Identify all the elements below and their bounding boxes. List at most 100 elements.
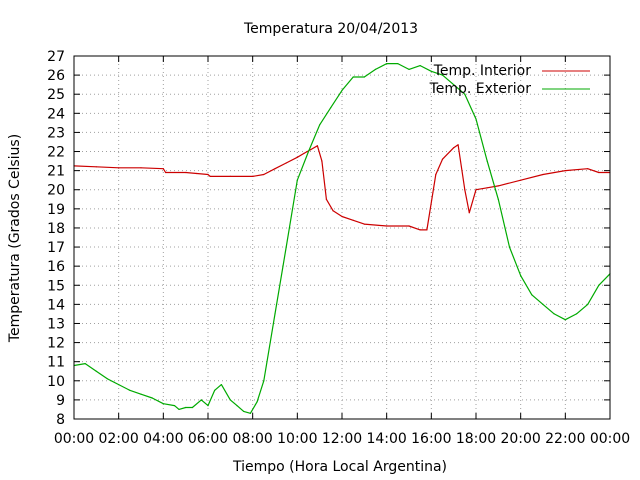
data-point-interior	[363, 223, 365, 225]
y-tick-label: 11	[47, 355, 65, 371]
data-point-interior	[441, 158, 444, 160]
data-point-interior	[118, 167, 120, 169]
data-point-exterior	[151, 397, 153, 399]
data-point-interior	[207, 173, 209, 176]
data-point-interior	[352, 219, 354, 221]
data-point-interior	[468, 212, 470, 214]
y-tick-label: 22	[47, 145, 65, 161]
data-point-exterior	[374, 68, 377, 70]
data-point-exterior	[408, 68, 410, 70]
data-point-exterior	[386, 63, 388, 65]
data-point-exterior	[191, 406, 193, 409]
data-point-interior	[325, 198, 327, 200]
data-point-exterior	[553, 313, 555, 315]
data-point-interior	[419, 229, 421, 231]
chart-title: Temperatura 20/04/2013	[243, 21, 418, 37]
x-axis-label: Tiempo (Hora Local Argentina)	[232, 459, 447, 475]
legend-label-interior: Temp. Interior	[433, 63, 532, 79]
data-point-exterior	[587, 303, 589, 305]
data-point-interior	[316, 145, 318, 147]
series-group	[73, 62, 611, 414]
y-tick-label: 26	[47, 68, 65, 84]
data-point-exterior	[307, 150, 310, 153]
y-tick-label: 10	[47, 374, 65, 390]
data-point-interior	[229, 175, 231, 177]
data-point-interior	[95, 166, 97, 168]
series-line-interior	[73, 144, 610, 231]
y-tick-label: 8	[56, 412, 65, 428]
data-point-interior	[564, 170, 566, 172]
data-point-exterior	[178, 408, 180, 410]
y-tick-label: 23	[47, 125, 65, 141]
data-point-interior	[140, 167, 142, 169]
data-point-interior	[209, 175, 211, 177]
data-point-exterior	[341, 89, 343, 91]
data-point-exterior	[249, 412, 251, 414]
y-tick-label: 15	[47, 278, 65, 294]
data-point-exterior	[106, 378, 109, 380]
data-point-interior	[386, 225, 388, 227]
x-tick-label: 20:00	[500, 431, 540, 447]
y-tick-label: 19	[47, 202, 65, 218]
y-tick-label: 27	[47, 49, 65, 65]
data-point-exterior	[542, 303, 544, 305]
data-point-exterior	[229, 399, 231, 401]
data-point-interior	[165, 171, 167, 174]
data-point-interior	[296, 156, 298, 158]
x-tick-label: 02:00	[98, 431, 138, 447]
data-point-exterior	[84, 363, 86, 365]
data-point-exterior	[419, 65, 421, 67]
data-point-interior	[185, 171, 187, 174]
data-point-exterior	[274, 313, 276, 315]
y-tick-label: 21	[47, 164, 65, 180]
y-axis-ticks: 8 9 10 11 12 13 14 15 16 17 18 19 20 21 22 23 24 25 26 27	[47, 49, 610, 428]
data-point-exterior	[296, 179, 298, 181]
x-tick-label: 16:00	[411, 431, 451, 447]
data-point-exterior	[285, 246, 287, 248]
data-point-exterior	[352, 76, 354, 78]
data-point-exterior	[263, 380, 265, 382]
data-point-interior	[598, 171, 600, 174]
x-tick-label: 08:00	[232, 431, 272, 447]
data-point-interior	[486, 187, 488, 189]
data-point-interior	[497, 185, 499, 187]
y-axis-label: Temperatura (Grados Celsius)	[7, 134, 23, 343]
x-tick-label: 04:00	[143, 431, 183, 447]
x-tick-label: 00:00	[590, 431, 630, 447]
data-point-exterior	[243, 410, 245, 412]
y-tick-label: 25	[47, 87, 65, 103]
x-tick-label: 06:00	[188, 431, 228, 447]
data-point-exterior	[363, 76, 365, 78]
data-point-interior	[426, 229, 428, 231]
data-point-exterior	[508, 246, 511, 248]
x-tick-label: 18:00	[456, 431, 496, 447]
legend-label-exterior: Temp. Exterior	[429, 81, 532, 97]
data-point-exterior	[464, 93, 466, 95]
data-point-interior	[263, 173, 265, 176]
data-point-interior	[435, 173, 437, 176]
data-point-interior	[475, 189, 477, 191]
data-point-interior	[310, 149, 312, 151]
data-point-exterior	[319, 124, 321, 126]
data-point-interior	[341, 215, 343, 218]
data-point-interior	[520, 179, 522, 181]
data-point-exterior	[173, 405, 176, 407]
data-point-interior	[408, 225, 410, 227]
data-point-interior	[196, 172, 198, 175]
data-point-interior	[453, 147, 455, 149]
y-tick-label: 24	[47, 106, 65, 122]
y-tick-label: 17	[47, 240, 65, 256]
x-tick-label: 12:00	[322, 431, 362, 447]
data-point-exterior	[214, 389, 216, 391]
y-tick-label: 14	[47, 297, 65, 313]
data-point-exterior	[486, 160, 488, 162]
data-point-exterior	[453, 84, 455, 86]
x-tick-label: 22:00	[545, 431, 585, 447]
y-tick-label: 12	[47, 336, 65, 352]
data-point-exterior	[430, 70, 432, 72]
data-point-interior	[457, 144, 459, 146]
data-point-exterior	[598, 284, 600, 286]
data-point-interior	[332, 210, 334, 212]
data-point-interior	[542, 173, 544, 176]
